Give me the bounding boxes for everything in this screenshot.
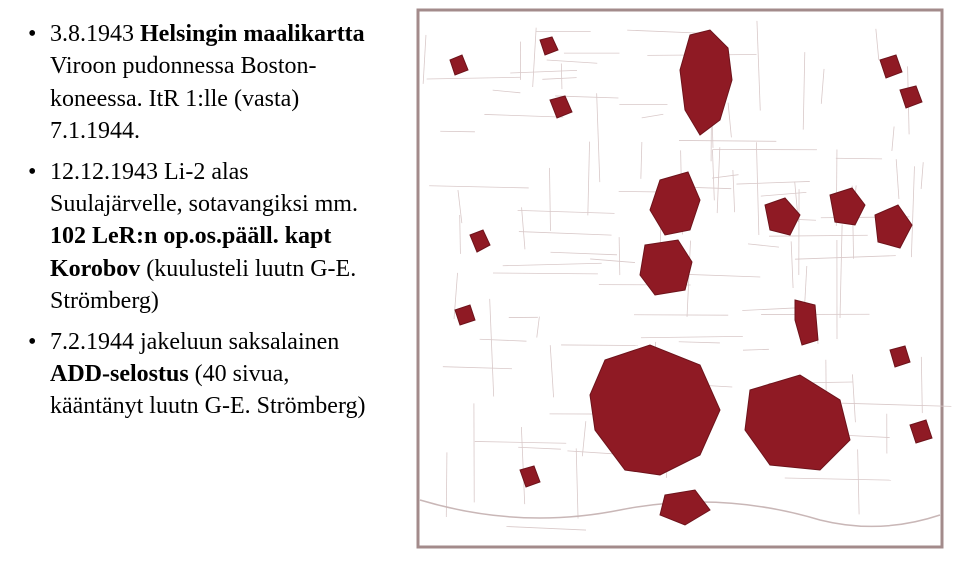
map-figure <box>400 0 960 567</box>
bullet-item: 7.2.1944 jakeluun saksalainen ADD-selost… <box>28 326 384 423</box>
text-run: 3.8.1943 <box>50 21 140 47</box>
bullet-item: 3.8.1943 Helsingin maalikartta Viroon pu… <box>28 18 384 148</box>
map-svg <box>400 0 960 567</box>
bold-text: Helsingin maalikartta <box>140 21 365 47</box>
text-run: 12.12.1943 Li-2 alas Suulajärvelle, sota… <box>50 159 358 217</box>
slide-text-column: 3.8.1943 Helsingin maalikartta Viroon pu… <box>0 0 400 567</box>
bullet-list: 3.8.1943 Helsingin maalikartta Viroon pu… <box>28 18 384 423</box>
text-run: 7.2.1944 jakeluun saksalainen <box>50 329 339 355</box>
bold-text: ADD-selostus <box>50 361 189 387</box>
bullet-item: 12.12.1943 Li-2 alas Suulajärvelle, sota… <box>28 156 384 318</box>
text-run: Viroon pudonnessa Boston-koneessa. ItR 1… <box>50 53 317 144</box>
